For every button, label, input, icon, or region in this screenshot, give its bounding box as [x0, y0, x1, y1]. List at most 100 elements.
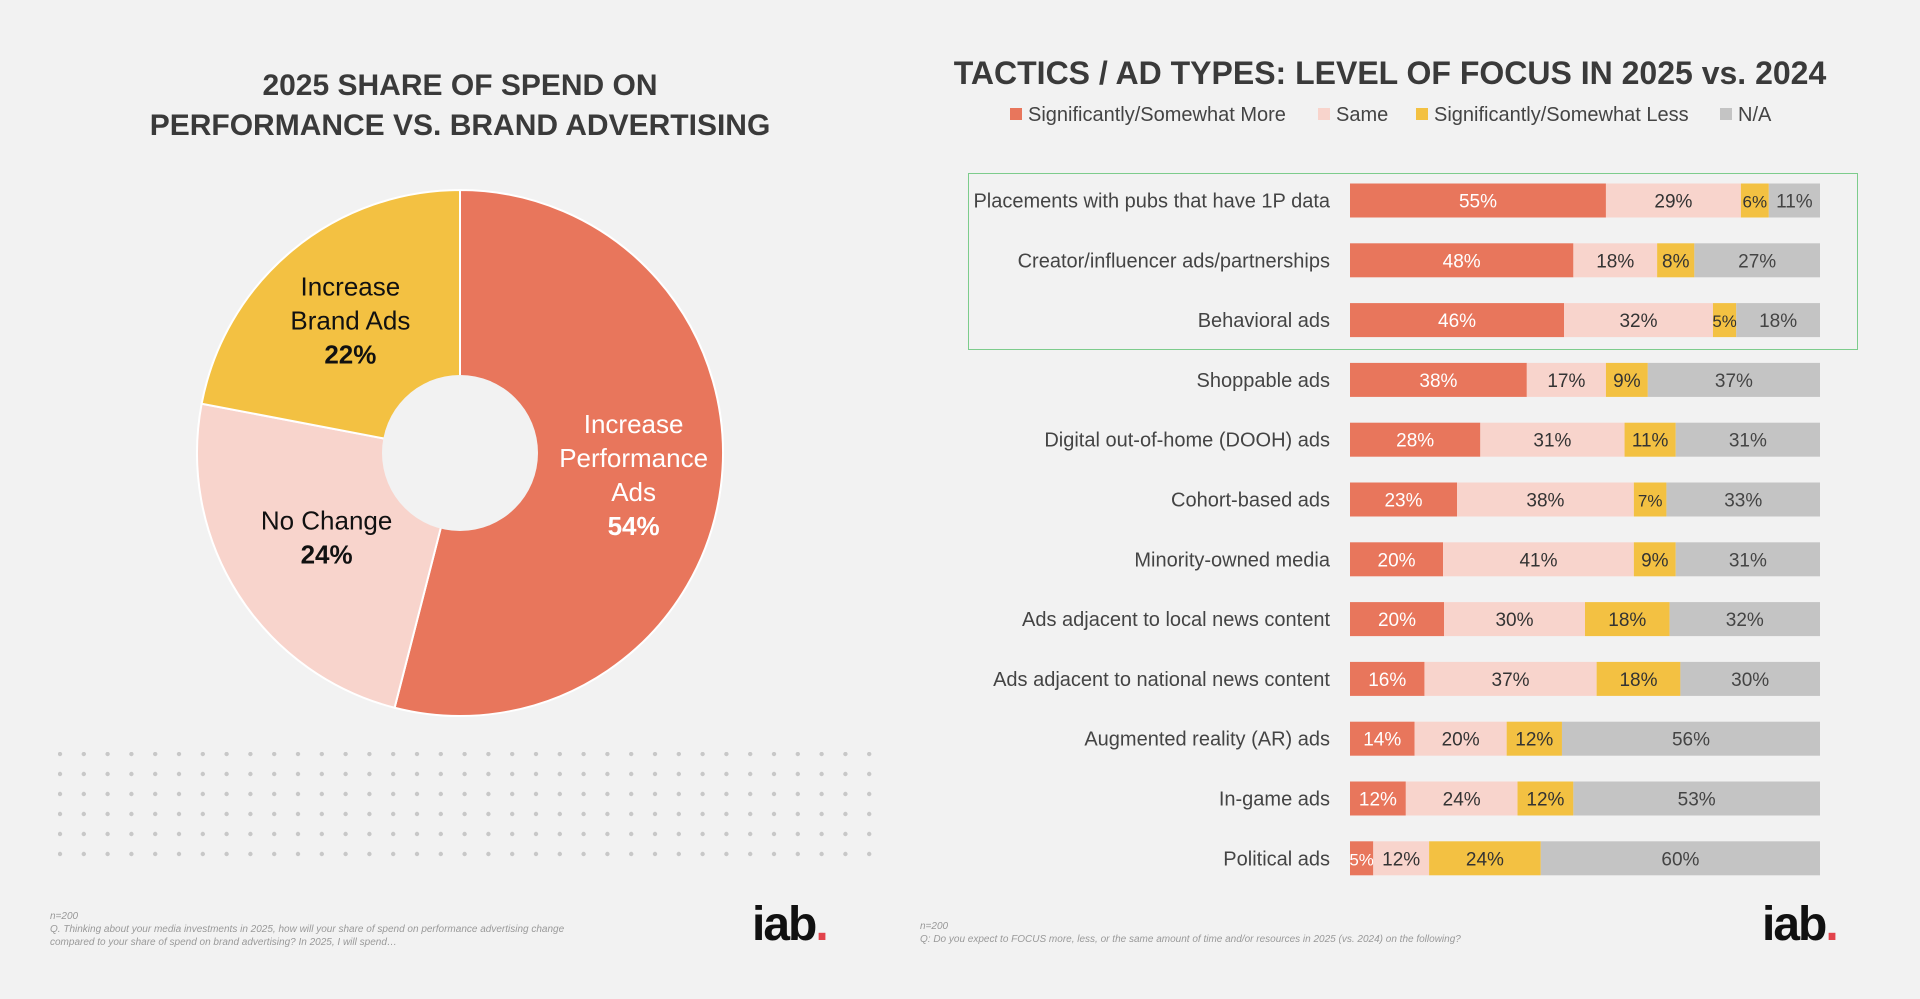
decorative-dot	[391, 752, 396, 757]
legend-label-more: Significantly/Somewhat More	[1028, 104, 1286, 126]
bar-category-label: Augmented reality (AR) ads	[1084, 729, 1330, 751]
pie-slice-name: Performance	[559, 443, 708, 473]
decorative-dot	[795, 791, 800, 797]
decorative-dot	[533, 771, 539, 777]
bar-category-label: Digital out-of-home (DOOH) ads	[1044, 430, 1330, 452]
pie-chart-title: 2025 SHARE OF SPEND ON PERFORMANCE VS. B…	[120, 66, 800, 146]
decorative-dot	[629, 831, 634, 837]
bar-category-label: Minority-owned media	[1134, 549, 1331, 571]
decorative-dot	[224, 771, 229, 777]
decorative-dot	[414, 851, 420, 857]
decorative-dot	[867, 831, 872, 837]
bar-value-label: 60%	[1661, 849, 1699, 870]
decorative-dot	[533, 752, 539, 757]
decorative-dot	[224, 791, 229, 797]
bar-segment	[1373, 841, 1430, 876]
decorative-dot	[367, 851, 372, 857]
pie-slice	[393, 188, 725, 717]
decorative-dot	[676, 771, 681, 777]
decorative-dot	[510, 771, 515, 777]
decorative-dot	[867, 752, 872, 757]
decorative-dot	[486, 752, 491, 757]
decorative-dot	[438, 811, 443, 817]
decorative-dot	[319, 791, 324, 797]
decorative-dot	[129, 851, 134, 857]
legend-item-more: Significantly/Somewhat More	[1010, 104, 1286, 127]
bar-segment	[1480, 422, 1625, 457]
decorative-dot	[581, 811, 586, 817]
decorative-dot	[414, 752, 420, 757]
decorative-dot	[533, 811, 539, 817]
decorative-dot	[771, 831, 777, 837]
decorative-dot	[272, 851, 277, 857]
decorative-dot	[867, 791, 872, 797]
decorative-dot	[605, 752, 610, 757]
bar-segment	[1573, 781, 1820, 816]
decorative-dot	[462, 851, 467, 857]
decorative-dot	[129, 811, 134, 817]
decorative-dot	[581, 771, 586, 777]
decorative-dot	[510, 752, 515, 757]
decorative-dot	[510, 831, 515, 837]
decorative-dot	[819, 851, 824, 857]
decorative-dot	[605, 831, 610, 837]
decorative-dot	[200, 771, 205, 777]
legend-item-same: Same	[1318, 104, 1388, 127]
bar-segment	[1624, 422, 1676, 457]
decorative-dot	[438, 791, 443, 797]
decorative-dot	[81, 752, 86, 757]
decorative-dot	[319, 851, 324, 857]
bar-segment	[1405, 781, 1518, 816]
decorative-dot	[319, 752, 324, 757]
decorative-dot	[391, 811, 396, 817]
bar-segment	[1675, 422, 1820, 457]
bar-value-label: 18%	[1608, 610, 1646, 631]
decorative-dot	[295, 811, 301, 817]
decorative-dot	[652, 831, 658, 837]
legend-swatch-same	[1318, 108, 1330, 120]
decorative-dot	[724, 752, 729, 757]
decorative-dot	[272, 831, 277, 837]
decorative-dot	[629, 771, 634, 777]
pie-slice-name: Increase	[584, 409, 684, 439]
pie-slice-value: 22%	[324, 339, 376, 369]
decorative-dot	[867, 771, 872, 777]
pie-title-line-2: PERFORMANCE VS. BRAND ADVERTISING	[149, 109, 771, 142]
decorative-dot	[438, 771, 443, 777]
bar-segment	[1585, 602, 1670, 637]
decorative-dot	[200, 752, 205, 757]
bar-value-label: 23%	[1384, 491, 1422, 512]
decorative-dot	[748, 811, 753, 817]
decorative-dot	[343, 831, 348, 837]
decorative-dot	[367, 771, 372, 777]
bar-value-label: 11%	[1632, 431, 1669, 452]
bar-category-label: Ads adjacent to local news content	[1022, 609, 1330, 631]
bar-category-label: Shoppable ads	[1197, 370, 1330, 392]
iab-logo-left: iab.	[752, 897, 829, 952]
decorative-dot	[795, 831, 800, 837]
decorative-dot	[700, 811, 705, 817]
decorative-dot	[819, 811, 824, 817]
decorative-dot	[700, 771, 705, 777]
decorative-dot	[843, 752, 848, 757]
decorative-dot	[391, 831, 396, 837]
decorative-dot	[129, 831, 134, 837]
decorative-dot	[581, 752, 586, 757]
bar-segment	[1429, 841, 1541, 876]
pie-slice-value: 54%	[608, 511, 660, 541]
decorative-dot	[771, 752, 777, 757]
decorative-dot	[748, 851, 753, 857]
decorative-dot	[58, 752, 63, 757]
decorative-dot	[795, 752, 800, 757]
left-footnote: n=200 Q. Thinking about your media inves…	[50, 910, 610, 949]
legend-item-less: Significantly/Somewhat Less	[1416, 104, 1689, 127]
decorative-dot	[843, 831, 848, 837]
bar-value-label: 24%	[1443, 790, 1481, 811]
bar-value-label: 53%	[1678, 790, 1716, 811]
decorative-dot	[605, 851, 610, 857]
decorative-dot	[343, 811, 348, 817]
decorative-dot	[319, 811, 324, 817]
right-footnote: n=200 Q: Do you expect to FOCUS more, le…	[920, 920, 1540, 946]
legend-label-same: Same	[1336, 104, 1389, 126]
pie-chart: Increase Performance Ads 54% No Change 24% Inc…	[196, 188, 725, 717]
